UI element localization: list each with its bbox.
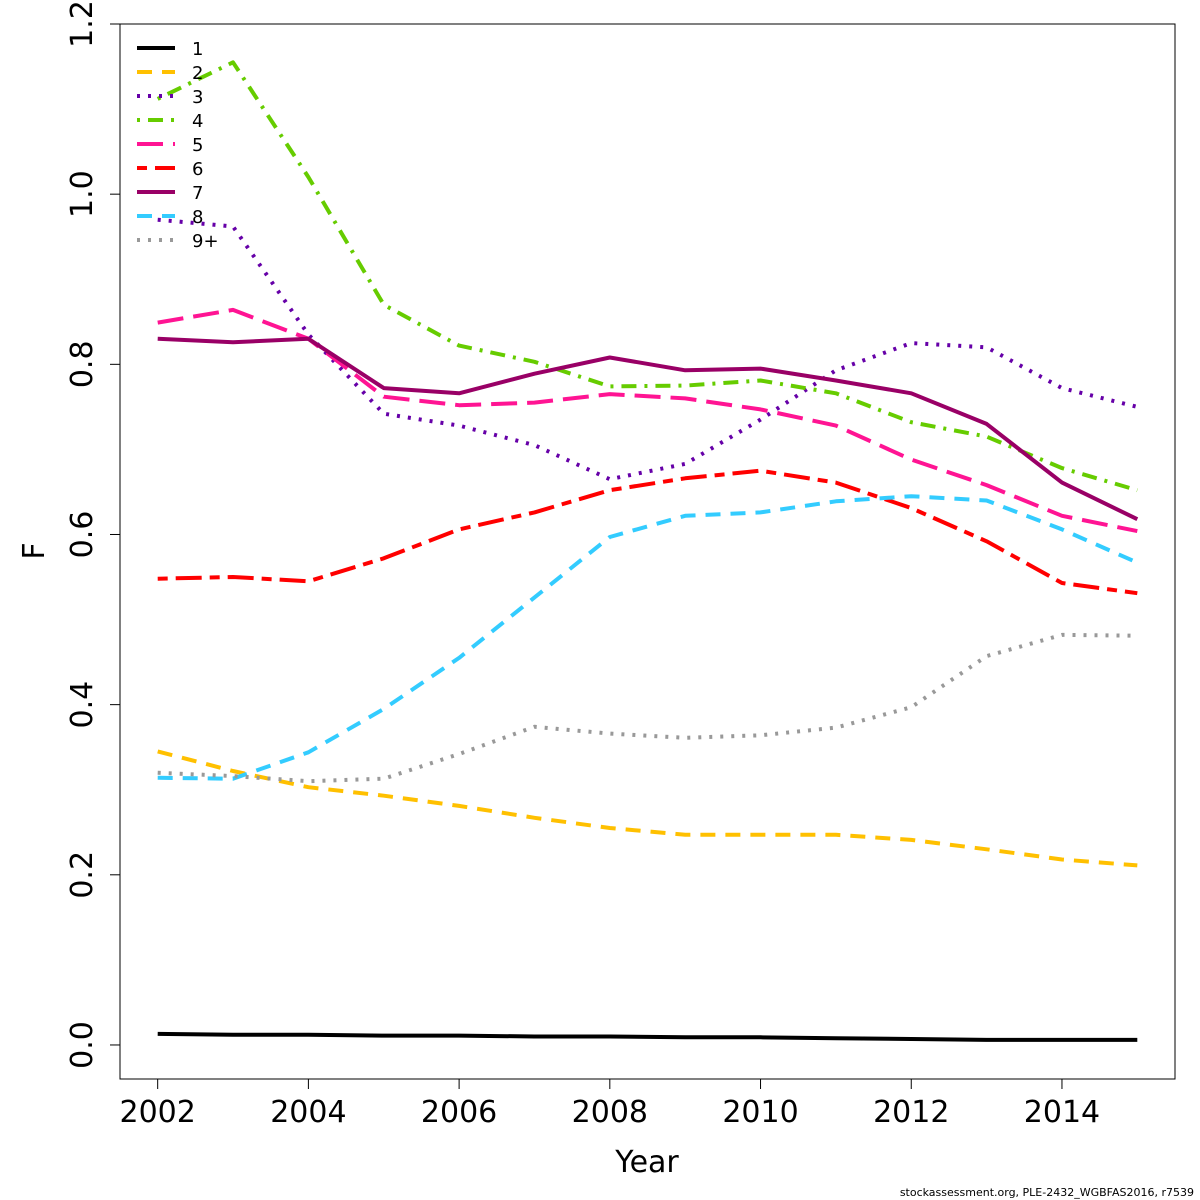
legend-label: 2 [192,63,203,84]
legend-label: 1 [192,39,203,60]
y-axis-title: F [17,542,52,559]
x-tick-label: 2010 [722,1095,798,1130]
series-line-7 [157,336,1139,521]
y-tick-label: 0.0 [65,1021,100,1069]
legend-label: 6 [192,159,203,180]
series-line-2 [157,749,1138,868]
x-tick-label: 2006 [421,1095,497,1130]
x-tick-label: 2014 [1024,1095,1100,1130]
series-line-5 [157,307,1138,534]
y-tick-label: 0.6 [65,511,100,559]
x-tick-label: 2012 [873,1095,949,1130]
x-tick-label: 2008 [572,1095,648,1130]
y-axis: 0.0 0.2 0.4 0.6 0.8 1.0 1.2 [65,0,121,1069]
y-tick-label: 0.2 [65,851,100,899]
series-line-1 [157,1031,1138,1042]
legend-label: 9+ [192,231,219,252]
y-tick-label: 0.4 [65,681,100,729]
legend-label: 5 [192,135,203,156]
x-tick-label: 2002 [119,1095,195,1130]
y-tick-label: 0.8 [65,340,100,388]
plot-frame [119,23,1176,1080]
series-line-6 [157,468,1138,596]
legend: 1 2 3 4 5 6 7 8 9+ [137,39,219,252]
legend-label: 3 [192,87,203,108]
footer-credit: stockassessment.org, PLE-2432_WGBFAS2016… [900,1186,1194,1199]
series-line-8 [157,494,1139,781]
series-layer [156,60,1139,1042]
x-tick-label: 2004 [270,1095,346,1130]
x-axis: 2002 2004 2006 2008 2010 2012 2014 [119,1078,1100,1130]
x-axis-title: Year [614,1145,679,1180]
legend-label: 8 [192,207,203,228]
legend-label: 7 [192,183,203,204]
legend-label: 4 [192,111,203,132]
series-line-9 [157,632,1138,784]
y-tick-label: 1.0 [65,170,100,218]
y-tick-label: 1.2 [65,0,100,48]
